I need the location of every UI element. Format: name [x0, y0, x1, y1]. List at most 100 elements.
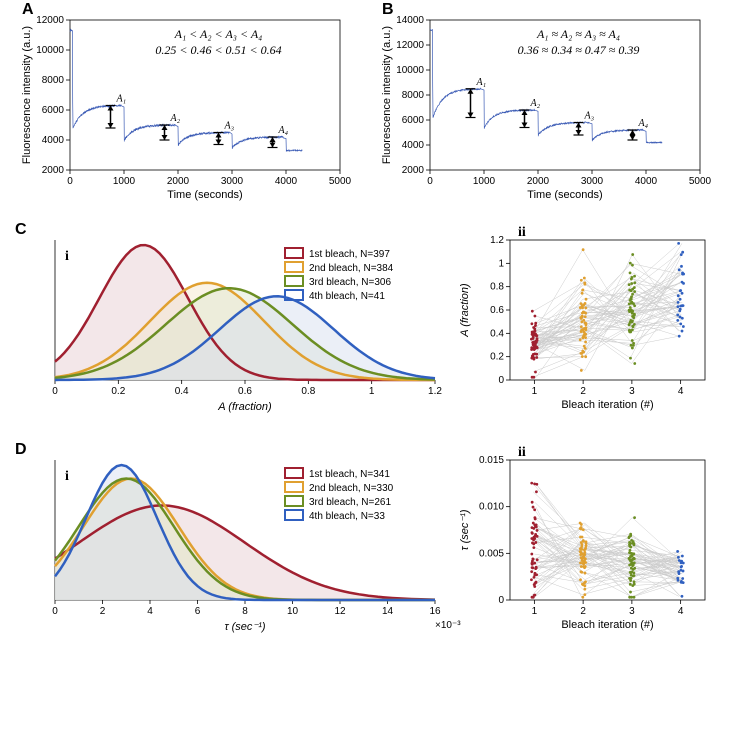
- svg-text:6000: 6000: [42, 105, 65, 116]
- svg-text:A₁ ≈ A₂ ≈ A₃ ≈ A₄: A₁ ≈ A₂ ≈ A₃ ≈ A₄: [536, 27, 620, 41]
- svg-text:i: i: [65, 469, 69, 484]
- svg-text:14: 14: [382, 606, 394, 617]
- svg-text:0: 0: [52, 606, 58, 617]
- svg-text:A₄: A₄: [278, 125, 289, 136]
- svg-text:Time (seconds): Time (seconds): [527, 189, 602, 201]
- svg-text:1000: 1000: [113, 176, 136, 187]
- svg-text:2nd bleach, N=384: 2nd bleach, N=384: [309, 263, 394, 274]
- svg-text:ii: ii: [518, 445, 526, 460]
- figure-svg: 0100020003000400050002000400060008000100…: [0, 0, 729, 747]
- svg-text:4000: 4000: [42, 135, 65, 146]
- svg-text:16: 16: [429, 606, 441, 617]
- svg-text:1: 1: [532, 386, 538, 397]
- svg-text:3rd bleach, N=306: 3rd bleach, N=306: [309, 277, 391, 288]
- svg-text:2nd bleach, N=330: 2nd bleach, N=330: [309, 483, 394, 494]
- svg-text:10: 10: [287, 606, 299, 617]
- svg-text:2000: 2000: [527, 176, 550, 187]
- svg-text:×10⁻³: ×10⁻³: [435, 620, 461, 631]
- svg-text:0: 0: [427, 176, 433, 187]
- svg-text:0.8: 0.8: [490, 282, 504, 293]
- svg-text:A₂: A₂: [170, 113, 181, 124]
- svg-text:10000: 10000: [396, 65, 424, 76]
- svg-text:1.2: 1.2: [428, 386, 442, 397]
- svg-text:D: D: [15, 441, 27, 458]
- svg-text:0.4: 0.4: [175, 386, 189, 397]
- svg-text:4th bleach, N=41: 4th bleach, N=41: [309, 291, 385, 302]
- svg-text:5000: 5000: [329, 176, 352, 187]
- svg-text:8: 8: [242, 606, 248, 617]
- svg-text:1st bleach, N=397: 1st bleach, N=397: [309, 249, 390, 260]
- svg-text:2000: 2000: [402, 165, 425, 176]
- svg-text:0.25 < 0.46 < 0.51 < 0.64: 0.25 < 0.46 < 0.51 < 0.64: [155, 43, 281, 57]
- svg-text:A₁: A₁: [116, 94, 127, 105]
- svg-text:0: 0: [67, 176, 73, 187]
- svg-text:0.015: 0.015: [479, 455, 504, 466]
- svg-text:A₃: A₃: [584, 111, 595, 122]
- svg-text:2: 2: [580, 386, 586, 397]
- svg-text:Bleach iteration (#): Bleach iteration (#): [561, 399, 653, 411]
- svg-text:A (fraction): A (fraction): [217, 401, 272, 413]
- svg-text:Time (seconds): Time (seconds): [167, 189, 242, 201]
- svg-text:τ (sec⁻¹): τ (sec⁻¹): [459, 509, 471, 550]
- svg-text:1: 1: [532, 606, 538, 617]
- svg-text:A₁: A₁: [476, 77, 487, 88]
- svg-text:A: A: [22, 1, 34, 18]
- svg-text:8000: 8000: [402, 90, 425, 101]
- svg-text:0.8: 0.8: [301, 386, 315, 397]
- svg-text:3000: 3000: [581, 176, 604, 187]
- svg-text:0.2: 0.2: [490, 352, 504, 363]
- svg-text:A (fraction): A (fraction): [459, 283, 471, 338]
- svg-text:1: 1: [498, 258, 504, 269]
- svg-text:0: 0: [498, 375, 504, 386]
- svg-text:Bleach iteration (#): Bleach iteration (#): [561, 619, 653, 631]
- svg-text:4000: 4000: [635, 176, 658, 187]
- svg-text:14000: 14000: [396, 15, 424, 26]
- svg-text:4: 4: [678, 606, 684, 617]
- svg-text:3: 3: [629, 606, 635, 617]
- svg-text:8000: 8000: [42, 75, 65, 86]
- svg-text:Fluorescence intensity (a.u.): Fluorescence intensity (a.u.): [21, 26, 33, 164]
- svg-text:3: 3: [629, 386, 635, 397]
- svg-text:12: 12: [334, 606, 346, 617]
- svg-text:0: 0: [52, 386, 58, 397]
- svg-text:0.2: 0.2: [111, 386, 125, 397]
- svg-text:10000: 10000: [36, 45, 64, 56]
- svg-text:0.005: 0.005: [479, 548, 504, 559]
- svg-text:4000: 4000: [275, 176, 298, 187]
- svg-text:4th bleach, N=33: 4th bleach, N=33: [309, 511, 385, 522]
- svg-text:A₄: A₄: [638, 118, 649, 129]
- svg-text:2000: 2000: [42, 165, 65, 176]
- svg-text:1st bleach, N=341: 1st bleach, N=341: [309, 469, 390, 480]
- svg-text:1000: 1000: [473, 176, 496, 187]
- svg-text:A₂: A₂: [530, 98, 541, 109]
- svg-text:12000: 12000: [396, 40, 424, 51]
- svg-text:0.010: 0.010: [479, 502, 504, 513]
- svg-text:0: 0: [498, 595, 504, 606]
- svg-text:2: 2: [100, 606, 106, 617]
- svg-text:12000: 12000: [36, 15, 64, 26]
- svg-text:ii: ii: [518, 225, 526, 240]
- svg-text:0.6: 0.6: [490, 305, 504, 316]
- svg-text:A₃: A₃: [224, 121, 235, 132]
- svg-text:2: 2: [580, 606, 586, 617]
- svg-text:0.4: 0.4: [490, 328, 504, 339]
- svg-text:i: i: [65, 249, 69, 264]
- svg-text:2000: 2000: [167, 176, 190, 187]
- svg-text:3rd bleach, N=261: 3rd bleach, N=261: [309, 497, 391, 508]
- svg-text:4: 4: [678, 386, 684, 397]
- svg-text:C: C: [15, 221, 27, 238]
- svg-text:5000: 5000: [689, 176, 712, 187]
- svg-text:0.6: 0.6: [238, 386, 252, 397]
- svg-text:Fluorescence intensity (a.u.): Fluorescence intensity (a.u.): [381, 26, 393, 164]
- svg-text:4: 4: [147, 606, 153, 617]
- svg-text:6000: 6000: [402, 115, 425, 126]
- svg-text:4000: 4000: [402, 140, 425, 151]
- svg-text:A₁ < A₂ < A₃ < A₄: A₁ < A₂ < A₃ < A₄: [174, 27, 263, 41]
- svg-text:6: 6: [195, 606, 201, 617]
- svg-text:1.2: 1.2: [490, 235, 504, 246]
- svg-text:0.36 ≈ 0.34 ≈ 0.47 ≈ 0.39: 0.36 ≈ 0.34 ≈ 0.47 ≈ 0.39: [518, 43, 640, 57]
- svg-text:1: 1: [369, 386, 375, 397]
- svg-text:3000: 3000: [221, 176, 244, 187]
- svg-text:B: B: [382, 1, 394, 18]
- svg-text:τ (sec⁻¹): τ (sec⁻¹): [224, 621, 265, 633]
